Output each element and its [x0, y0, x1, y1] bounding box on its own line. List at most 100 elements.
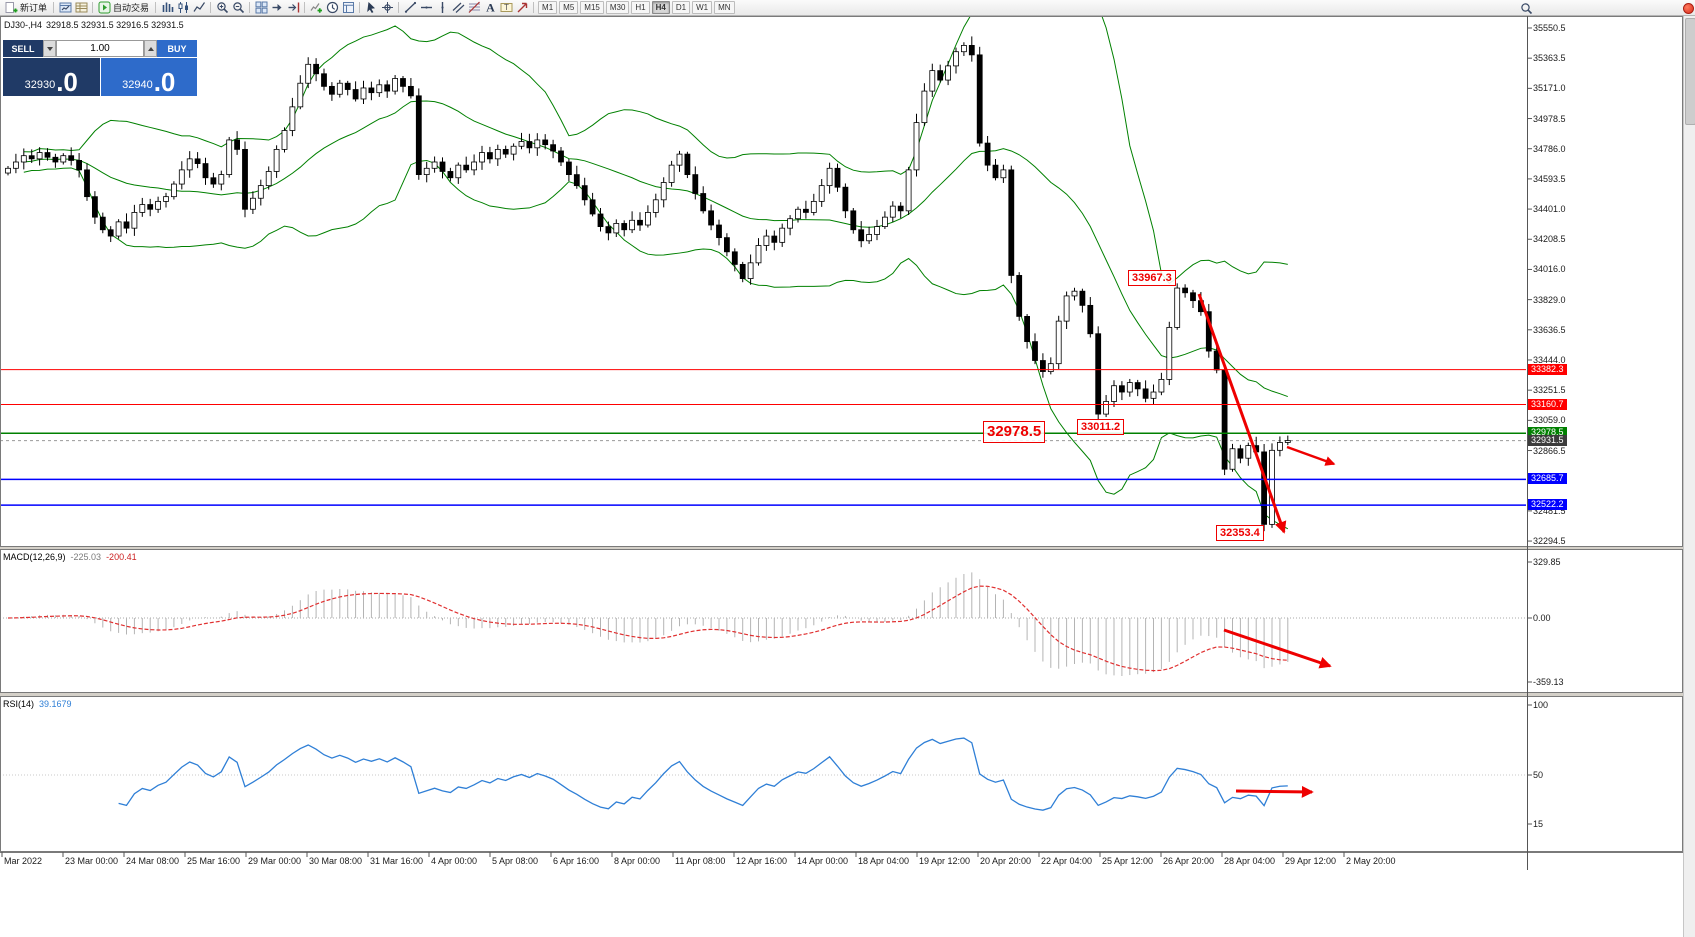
toolbar-separator	[533, 2, 535, 13]
indicators-icon[interactable]	[308, 1, 324, 15]
price-axis-label: 34208.5	[1533, 234, 1566, 245]
time-axis-label: 6 Apr 16:00	[553, 856, 600, 866]
sell-price-main: 32930	[24, 79, 56, 91]
fibonacci-icon[interactable]	[466, 1, 482, 15]
main-chart-panel[interactable]	[0, 16, 1683, 547]
sell-price[interactable]: 32930.0	[3, 58, 100, 96]
toolbar-separator	[359, 2, 361, 13]
data-window-icon[interactable]	[73, 1, 89, 15]
symbol-ohlc-values: 32918.5 32931.5 32916.5 32931.5	[46, 20, 184, 30]
timeframe-h1-button[interactable]: H1	[631, 1, 650, 14]
one-click-trading-panel: SELL BUY 32930.0 32940.0	[3, 40, 197, 96]
annotation-33011.2[interactable]: 33011.2	[1077, 419, 1125, 435]
vertical-scrollbar[interactable]	[1683, 0, 1695, 937]
time-axis-label: 30 Mar 08:00	[309, 856, 363, 866]
crosshair-icon[interactable]	[379, 1, 395, 15]
cursor-icon[interactable]	[363, 1, 379, 15]
toolbar-separator	[92, 2, 94, 13]
volume-input[interactable]	[56, 40, 144, 57]
time-axis-label: 5 Apr 08:00	[492, 856, 539, 866]
macd-main-value: -225.03	[70, 552, 102, 562]
volume-increase-button[interactable]	[144, 40, 157, 57]
macd-axis-label: 0.00	[1533, 613, 1551, 623]
time-axis-label: 8 Apr 00:00	[614, 856, 661, 866]
time-axis-label: 28 Apr 04:00	[1224, 856, 1276, 866]
macd-indicator-label: MACD(12,26,9) -225.03 -200.41	[3, 552, 142, 562]
toolbar-separator	[304, 2, 306, 13]
chart-window-icon[interactable]	[57, 1, 73, 15]
macd-indicator-panel[interactable]	[0, 549, 1683, 693]
buy-button[interactable]: BUY	[157, 40, 197, 57]
toolbar-separator	[398, 2, 400, 13]
macd-name: MACD	[3, 552, 30, 562]
bottom-filler	[0, 870, 1683, 937]
annotation-32978.5[interactable]: 32978.5	[983, 421, 1046, 443]
time-axis-strip	[0, 852, 1683, 870]
timeframe-m5-button[interactable]: M5	[559, 1, 579, 14]
annotation-32353.4[interactable]: 32353.4	[1216, 525, 1264, 541]
price-axis-label: 33251.5	[1533, 385, 1566, 396]
scrollbar-thumb[interactable]	[1685, 18, 1695, 125]
text-icon[interactable]: A	[482, 1, 498, 15]
rsi-axis-label: 50	[1533, 770, 1544, 780]
new-order-label[interactable]: 新订单	[20, 3, 48, 13]
chart-shift-icon[interactable]	[285, 1, 301, 15]
timeframe-mn-button[interactable]: MN	[714, 1, 735, 14]
price-axis-label: 34978.5	[1533, 113, 1566, 124]
tile-windows-icon[interactable]	[253, 1, 269, 15]
notification-icon[interactable]	[1683, 3, 1694, 14]
rsi-axis-label: 15	[1533, 819, 1544, 829]
toolbar-separator	[210, 2, 212, 13]
time-axis-label: 29 Mar 00:00	[248, 856, 302, 866]
equidistant-channel-icon[interactable]	[450, 1, 466, 15]
auto-trading-icon[interactable]	[96, 1, 112, 15]
periods-icon[interactable]	[324, 1, 340, 15]
rsi-indicator-panel[interactable]	[0, 696, 1683, 852]
annotation-33967.3[interactable]: 33967.3	[1128, 270, 1176, 286]
buy-price[interactable]: 32940.0	[100, 58, 197, 97]
zoom-out-icon[interactable]	[230, 1, 246, 15]
price-axis-label: 34786.0	[1533, 143, 1566, 154]
candlestick-chart-icon[interactable]	[175, 1, 191, 15]
sell-button[interactable]: SELL	[3, 40, 43, 57]
time-axis-label: 20 Apr 20:00	[980, 856, 1032, 866]
timeframe-w1-button[interactable]: W1	[692, 1, 713, 14]
rsi-value: 39.1679	[39, 699, 72, 709]
volume-decrease-button[interactable]	[43, 40, 56, 57]
price-axis-label: 35550.5	[1533, 23, 1566, 33]
horizontal-line-icon[interactable]	[418, 1, 434, 15]
macd-signal-value: -200.41	[106, 552, 137, 562]
sell-price-big-digits: .0	[56, 67, 78, 97]
symbol-period-label: DJ30-,H4	[4, 20, 43, 30]
text-label-icon[interactable]: T	[498, 1, 514, 15]
vertical-line-icon[interactable]	[434, 1, 450, 15]
time-axis-label: 22 Apr 04:00	[1041, 856, 1093, 866]
triangle-up-icon	[147, 46, 154, 51]
templates-icon[interactable]	[340, 1, 356, 15]
timeframe-d1-button[interactable]: D1	[671, 1, 691, 14]
price-badge-32931.5: 32931.5	[1528, 434, 1567, 446]
auto-scroll-icon[interactable]	[269, 1, 285, 15]
line-chart-icon[interactable]	[191, 1, 207, 15]
zoom-in-icon[interactable]	[214, 1, 230, 15]
time-axis-label: 24 Mar 08:00	[126, 856, 180, 866]
trendline-icon[interactable]	[402, 1, 418, 15]
price-axis-label: 33059.0	[1533, 415, 1566, 426]
time-axis-label: 25 Apr 12:00	[1102, 856, 1154, 866]
buy-price-big-digits: .0	[153, 67, 176, 97]
timeframe-m1-button[interactable]: M1	[538, 1, 558, 14]
price-axis-label: 34401.0	[1533, 204, 1566, 215]
timeframe-m15-button[interactable]: M15	[580, 1, 604, 14]
triangle-down-icon	[46, 46, 53, 51]
new-order-icon[interactable]	[3, 1, 19, 15]
search-icon[interactable]	[1518, 1, 1534, 15]
bar-chart-icon[interactable]	[159, 1, 175, 15]
toolbar-separator	[155, 2, 157, 13]
auto-trading-label[interactable]: 自动交易	[113, 3, 150, 13]
timeframe-m30-button[interactable]: M30	[605, 1, 630, 14]
timeframe-h4-button[interactable]: H4	[651, 1, 670, 14]
price-axis-label: 32866.5	[1533, 445, 1566, 456]
time-axis-label: 18 Apr 04:00	[858, 856, 910, 866]
macd-axis-label: -359.13	[1533, 677, 1564, 687]
arrows-tool-icon[interactable]	[514, 1, 530, 15]
